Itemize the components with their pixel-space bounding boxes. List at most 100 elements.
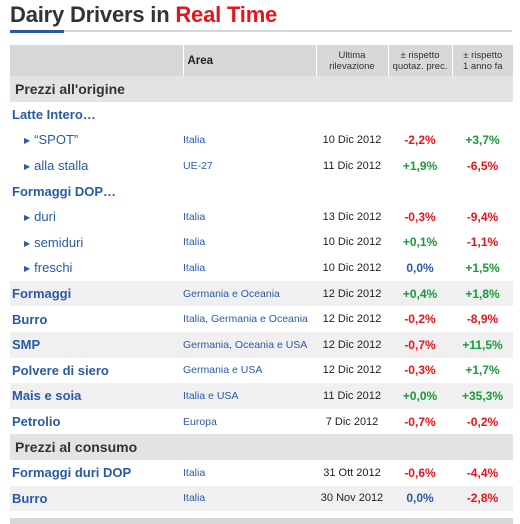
- row-name[interactable]: Formaggi: [10, 280, 183, 307]
- row-name[interactable]: SMP: [10, 331, 183, 358]
- row-year-change: +3,7%: [465, 132, 500, 147]
- table-row[interactable]: Mais e soia Italia e USA 11 Dic 2012 +0,…: [10, 383, 513, 409]
- header-prev: ± rispetto quotaz. prec.: [388, 45, 453, 76]
- row-name-cell[interactable]: ▶ alla stalla: [10, 153, 183, 179]
- group-label[interactable]: Latte Intero…: [12, 106, 96, 122]
- row-area: Italia: [183, 261, 206, 274]
- row-prev-change: -2,2%: [404, 132, 436, 147]
- row-name: alla stalla: [34, 158, 89, 174]
- row-year-change: -2,8%: [452, 485, 513, 512]
- row-area: Germania e Oceania: [183, 280, 316, 307]
- section-row: Prezzi al consumo: [10, 434, 513, 460]
- section-consumer-label: Prezzi al consumo: [10, 434, 513, 460]
- row-name-cell[interactable]: ▶ freschi: [10, 255, 183, 281]
- table-row[interactable]: ▶ freschi Italia 10 Dic 2012 0,0% +1,5%: [10, 255, 513, 281]
- row-year-change: -6,5%: [466, 158, 499, 173]
- row-name: freschi: [34, 260, 73, 276]
- row-year-change: -4,4%: [466, 465, 499, 480]
- title-main: Dairy Drivers in: [10, 2, 176, 27]
- table-row[interactable]: Latte Intero…: [10, 102, 513, 128]
- row-prev-change: +0,4%: [388, 280, 452, 307]
- row-name[interactable]: Formaggi duri DOP: [12, 465, 132, 481]
- row-prev-change: -0,3%: [404, 363, 436, 378]
- row-prev-change: -0,6%: [404, 465, 436, 480]
- title-real-time: Real Time: [175, 2, 278, 27]
- group-label[interactable]: Formaggi DOP…: [12, 183, 117, 199]
- table-row[interactable]: ▶ duri Italia 13 Dic 2012 -0,3% -9,4%: [10, 204, 513, 230]
- row-date: 10 Dic 2012: [322, 236, 382, 249]
- row-year-change: +1,5%: [465, 260, 500, 275]
- row-prev-change: +1,9%: [402, 158, 438, 173]
- row-date: 12 Dic 2012: [316, 280, 388, 307]
- row-date: 11 Dic 2012: [316, 383, 388, 409]
- row-area: Germania e USA: [183, 364, 263, 377]
- table-row[interactable]: Formaggi DOP…: [10, 178, 513, 204]
- row-prev-change: -0,2%: [404, 312, 436, 327]
- table-row[interactable]: SMP Germania, Oceania e USA 12 Dic 2012 …: [10, 331, 513, 358]
- header-date: Ultima rilevazione: [316, 45, 389, 76]
- triangle-right-icon: ▶: [24, 264, 31, 274]
- header-year: ± rispetto 1 anno fa: [452, 45, 513, 76]
- table-row[interactable]: Polvere di siero Germania e USA 12 Dic 2…: [10, 358, 513, 384]
- row-name[interactable]: Burro: [10, 485, 183, 512]
- section-row: Prezzi all'origine: [10, 76, 513, 102]
- triangle-right-icon: ▶: [24, 213, 31, 223]
- row-name-cell[interactable]: ▶ semiduri: [10, 230, 183, 256]
- row-name: semiduri: [34, 234, 84, 250]
- row-year-change: +1,8%: [452, 280, 513, 307]
- table-row[interactable]: Burro Italia 30 Nov 2012 0,0% -2,8%: [10, 485, 513, 512]
- header-date-line2: rilevazione: [329, 60, 375, 72]
- table-header-row: Area Ultima rilevazione ± rispetto quotaz.…: [10, 45, 513, 76]
- row-date: 13 Dic 2012: [322, 210, 382, 223]
- row-name-cell[interactable]: ▶ duri: [10, 204, 183, 230]
- header-prev-line2: quotaz. prec.: [392, 60, 448, 72]
- row-year-change: +1,7%: [465, 363, 500, 378]
- page-title: Dairy Drivers in Real Time: [10, 2, 277, 28]
- header-date-line1: Ultima: [338, 49, 366, 61]
- row-name: “SPOT”: [34, 132, 79, 148]
- row-area: Italia: [183, 466, 206, 479]
- header-prev-line1: ± rispetto: [400, 49, 440, 61]
- row-name[interactable]: Mais e soia: [10, 383, 183, 409]
- triangle-right-icon: ▶: [24, 162, 31, 172]
- row-area: Germania, Oceania e USA: [183, 331, 316, 358]
- table-row[interactable]: ▶ alla stalla UE-27 11 Dic 2012 +1,9% -6,…: [10, 153, 513, 179]
- table-row[interactable]: Formaggi duri DOP Italia 31 Ott 2012 -0,…: [10, 460, 513, 486]
- row-area: Europa: [183, 415, 217, 428]
- row-name[interactable]: Polvere di siero: [12, 362, 109, 378]
- dairy-drivers-table: Area Ultima rilevazione ± rispetto quotaz.…: [10, 45, 513, 512]
- row-name-cell[interactable]: ▶ “SPOT”: [10, 127, 183, 153]
- table-row[interactable]: Formaggi Germania e Oceania 12 Dic 2012 …: [10, 280, 513, 307]
- row-date: 10 Dic 2012: [322, 133, 382, 146]
- title-underline: [10, 30, 512, 33]
- row-date: 12 Dic 2012: [316, 331, 388, 358]
- row-name: duri: [34, 209, 56, 225]
- header-area: Area: [183, 45, 317, 76]
- header-year-line1: ± rispetto: [463, 49, 503, 61]
- row-prev-change: +0,1%: [402, 235, 438, 250]
- row-prev-change: -0,7%: [388, 331, 452, 358]
- row-prev-change: -0,3%: [404, 209, 436, 224]
- row-name[interactable]: Burro: [12, 311, 48, 327]
- row-area: Italia: [183, 485, 316, 512]
- section-origin-label: Prezzi all'origine: [10, 76, 513, 102]
- row-prev-change: +0,0%: [388, 383, 452, 409]
- row-area: Italia: [183, 210, 206, 223]
- row-date: 30 Nov 2012: [316, 485, 388, 512]
- row-date: 10 Dic 2012: [322, 261, 382, 274]
- table-row[interactable]: ▶ “SPOT” Italia 10 Dic 2012 -2,2% +3,7%: [10, 127, 513, 153]
- row-area: Italia, Germania e Oceania: [183, 313, 308, 326]
- row-name[interactable]: Petrolio: [12, 414, 61, 430]
- triangle-right-icon: ▶: [24, 238, 31, 248]
- row-date: 12 Dic 2012: [322, 313, 382, 326]
- table-row[interactable]: Burro Italia, Germania e Oceania 12 Dic …: [10, 306, 513, 332]
- row-area: UE-27: [183, 159, 213, 172]
- table-row[interactable]: Petrolio Europa 7 Dic 2012 -0,7% -0,2%: [10, 409, 513, 435]
- header-name: [10, 45, 184, 76]
- table-row[interactable]: ▶ semiduri Italia 10 Dic 2012 +0,1% -1,1%: [10, 230, 513, 256]
- row-date: 12 Dic 2012: [322, 364, 382, 377]
- row-prev-change: -0,7%: [404, 414, 436, 429]
- header-year-line2: 1 anno fa: [462, 60, 503, 72]
- row-year-change: -9,4%: [466, 209, 499, 224]
- row-year-change: +35,3%: [452, 383, 513, 409]
